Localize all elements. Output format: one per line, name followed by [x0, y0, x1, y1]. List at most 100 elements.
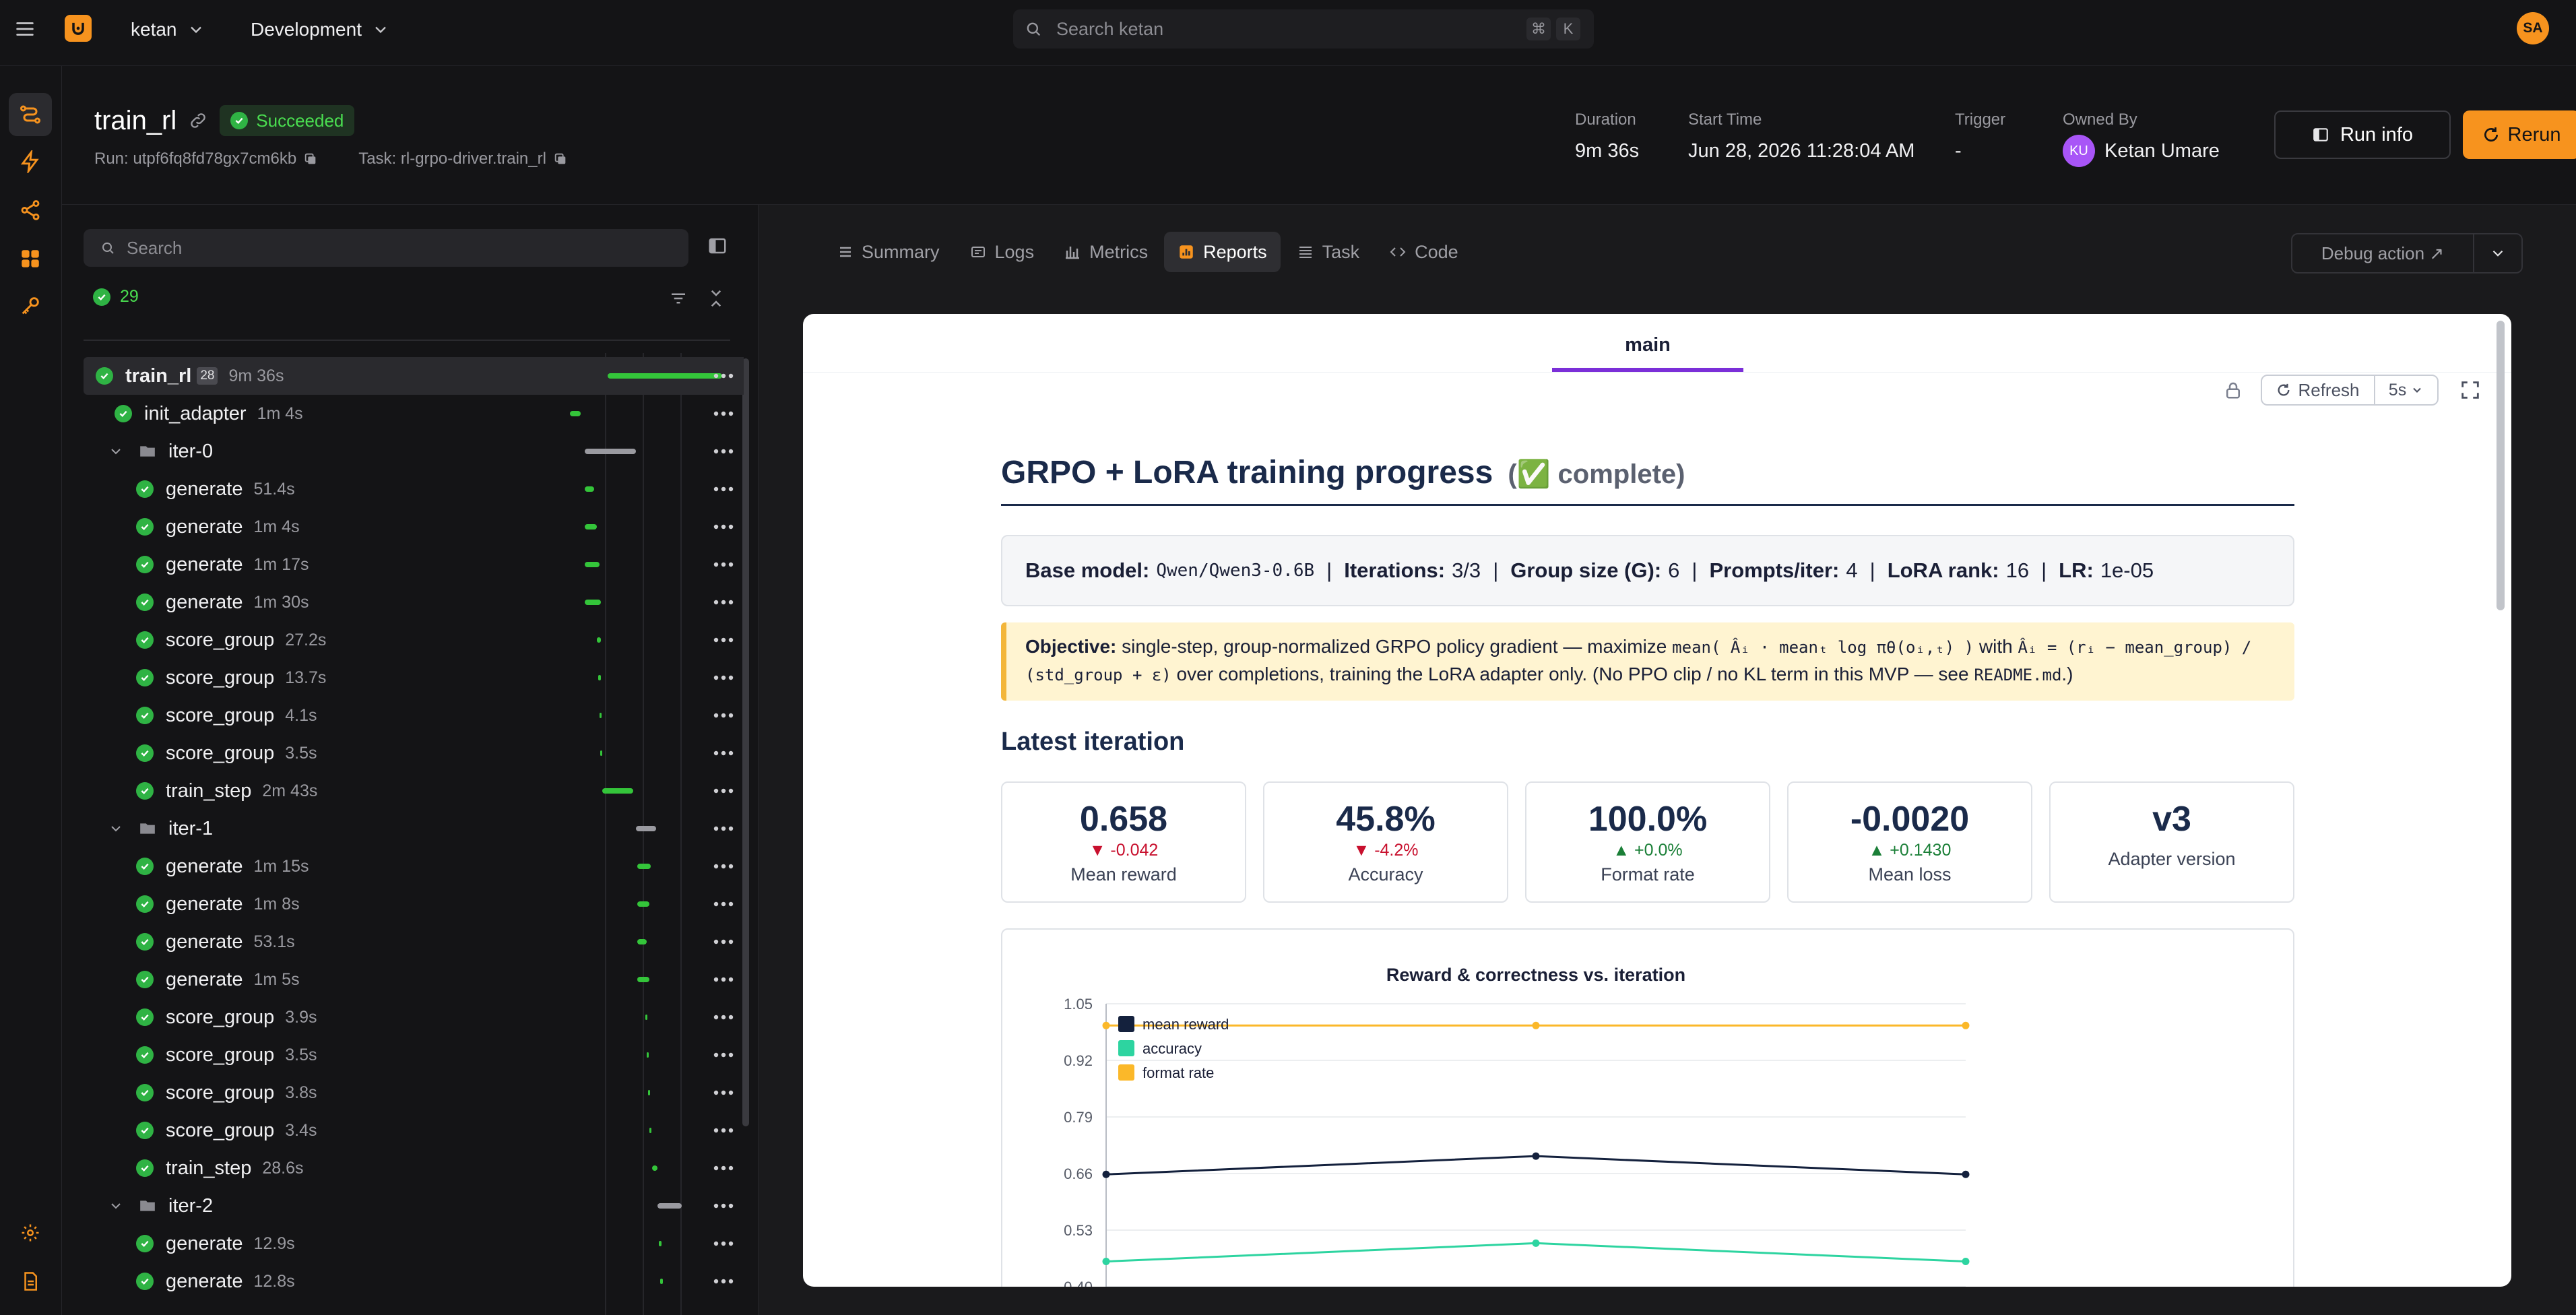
tree-task-row[interactable]: score_group 3.9s	[84, 998, 744, 1036]
more-options-icon[interactable]	[710, 706, 737, 725]
filter-icon[interactable]	[668, 288, 688, 309]
tab-summary[interactable]: Summary	[824, 232, 953, 272]
tab-reports[interactable]: Reports	[1164, 232, 1281, 272]
tree-task-row[interactable]: generate 53.1s	[84, 923, 744, 961]
hamburger-menu-icon[interactable]	[13, 18, 36, 40]
timeline-bar[interactable]	[602, 788, 633, 794]
tree-task-row[interactable]: generate 1m 30s	[84, 583, 744, 621]
nav-share[interactable]	[9, 189, 52, 232]
tab-metrics[interactable]: Metrics	[1050, 232, 1161, 272]
tree-task-row[interactable]: train_step 2m 43s	[84, 772, 744, 810]
more-options-icon[interactable]	[710, 744, 737, 763]
nav-triggers[interactable]	[9, 140, 52, 183]
more-options-icon[interactable]	[710, 1121, 737, 1140]
more-options-icon[interactable]	[710, 1083, 737, 1102]
more-options-icon[interactable]	[710, 1008, 737, 1027]
more-options-icon[interactable]	[710, 1159, 737, 1178]
more-options-icon[interactable]	[710, 404, 737, 423]
tree-task-row[interactable]: score_group 3.5s	[84, 1036, 744, 1074]
more-options-icon[interactable]	[710, 631, 737, 649]
timeline-bar[interactable]	[585, 449, 636, 454]
nav-keys[interactable]	[9, 284, 52, 327]
tree-task-row[interactable]: generate 1m 5s	[84, 961, 744, 998]
report-tab-main[interactable]: main	[1552, 334, 1743, 372]
debug-action-button[interactable]: Debug action ↗	[2291, 233, 2474, 274]
timeline-bar[interactable]	[600, 713, 602, 718]
timeline-bar[interactable]	[608, 373, 722, 379]
timeline-bar[interactable]	[660, 1279, 663, 1284]
debug-dropdown-button[interactable]	[2473, 233, 2523, 274]
more-options-icon[interactable]	[710, 1196, 737, 1215]
success-filter-count[interactable]: 29	[93, 287, 139, 307]
timeline-bar[interactable]	[637, 864, 651, 869]
tree-task-row[interactable]: generate 51.4s	[84, 470, 744, 508]
timeline-bar[interactable]	[570, 411, 581, 416]
tree-group-row[interactable]: iter-0	[84, 432, 744, 470]
tab-code[interactable]: Code	[1376, 232, 1472, 272]
tree-task-row[interactable]: generate 12.9s	[84, 1225, 744, 1262]
more-options-icon[interactable]	[710, 819, 737, 838]
tree-task-row[interactable]: train_step 28.6s	[84, 1149, 744, 1187]
timeline-bar[interactable]	[597, 637, 601, 643]
nav-docs[interactable]	[9, 1260, 52, 1303]
tree-task-row[interactable]: generate 1m 8s	[84, 885, 744, 923]
report-scrollbar[interactable]	[2497, 321, 2505, 610]
chevron-down-icon[interactable]	[108, 443, 125, 459]
more-options-icon[interactable]	[710, 1046, 737, 1064]
user-avatar[interactable]: SA	[2517, 12, 2549, 44]
refresh-interval-select[interactable]: 5s	[2374, 375, 2439, 406]
chevron-down-icon[interactable]	[108, 1198, 125, 1214]
link-icon[interactable]	[189, 111, 207, 130]
more-options-icon[interactable]	[710, 1272, 737, 1291]
tree-task-row[interactable]: score_group 13.7s	[84, 659, 744, 697]
timeline-bar[interactable]	[648, 1090, 650, 1095]
more-options-icon[interactable]	[710, 781, 737, 800]
tree-scrollbar[interactable]	[742, 358, 749, 1126]
timeline-bar[interactable]	[585, 562, 600, 567]
more-options-icon[interactable]	[710, 593, 737, 612]
nav-settings[interactable]	[9, 1211, 52, 1254]
timeline-bar[interactable]	[585, 524, 597, 530]
more-options-icon[interactable]	[710, 668, 737, 687]
more-options-icon[interactable]	[710, 555, 737, 574]
timeline-bar[interactable]	[652, 1165, 657, 1171]
logo-icon[interactable]	[65, 15, 92, 42]
tree-task-row[interactable]: train_rl 28 9m 36s	[84, 357, 744, 395]
timeline-bar[interactable]	[636, 826, 656, 831]
run-info-button[interactable]: Run info	[2274, 110, 2451, 159]
chevron-down-icon[interactable]	[108, 821, 125, 837]
timeline-bar[interactable]	[637, 901, 649, 907]
more-options-icon[interactable]	[710, 480, 737, 499]
tree-group-row[interactable]: iter-1	[84, 810, 744, 847]
tab-task[interactable]: Task	[1283, 232, 1374, 272]
more-options-icon[interactable]	[710, 857, 737, 876]
timeline-bar[interactable]	[585, 600, 601, 605]
timeline-bar[interactable]	[600, 750, 602, 756]
tree-task-row[interactable]: init_adapter 1m 4s	[84, 395, 744, 432]
collapse-all-icon[interactable]	[706, 287, 726, 310]
more-options-icon[interactable]	[710, 517, 737, 536]
more-options-icon[interactable]	[710, 366, 737, 385]
tree-task-row[interactable]: generate 1m 17s	[84, 546, 744, 583]
readme-link[interactable]: README.md	[1974, 666, 2062, 684]
nav-runs[interactable]	[9, 93, 52, 136]
refresh-button[interactable]: Refresh	[2261, 375, 2375, 406]
more-options-icon[interactable]	[710, 442, 737, 461]
project-switcher[interactable]: Development	[251, 16, 390, 43]
tree-task-row[interactable]: score_group 3.8s	[84, 1074, 744, 1112]
org-switcher[interactable]: ketan	[131, 16, 205, 43]
toggle-sidebar-icon[interactable]	[707, 236, 728, 256]
tree-task-row[interactable]: generate 1m 15s	[84, 847, 744, 885]
tree-task-row[interactable]: score_group 27.2s	[84, 621, 744, 659]
timeline-bar[interactable]	[637, 939, 647, 944]
copy-icon[interactable]	[553, 152, 568, 166]
fullscreen-icon[interactable]	[2459, 379, 2482, 402]
global-search[interactable]: Search ketan ⌘ K	[1013, 9, 1594, 49]
tree-group-row[interactable]: iter-2	[84, 1187, 744, 1225]
tree-task-row[interactable]: score_group 4.1s	[84, 697, 744, 734]
more-options-icon[interactable]	[710, 970, 737, 989]
tree-task-row[interactable]: score_group 3.4s	[84, 1112, 744, 1149]
timeline-bar[interactable]	[647, 1052, 649, 1058]
timeline-bar[interactable]	[637, 977, 649, 982]
timeline-bar[interactable]	[585, 486, 594, 492]
